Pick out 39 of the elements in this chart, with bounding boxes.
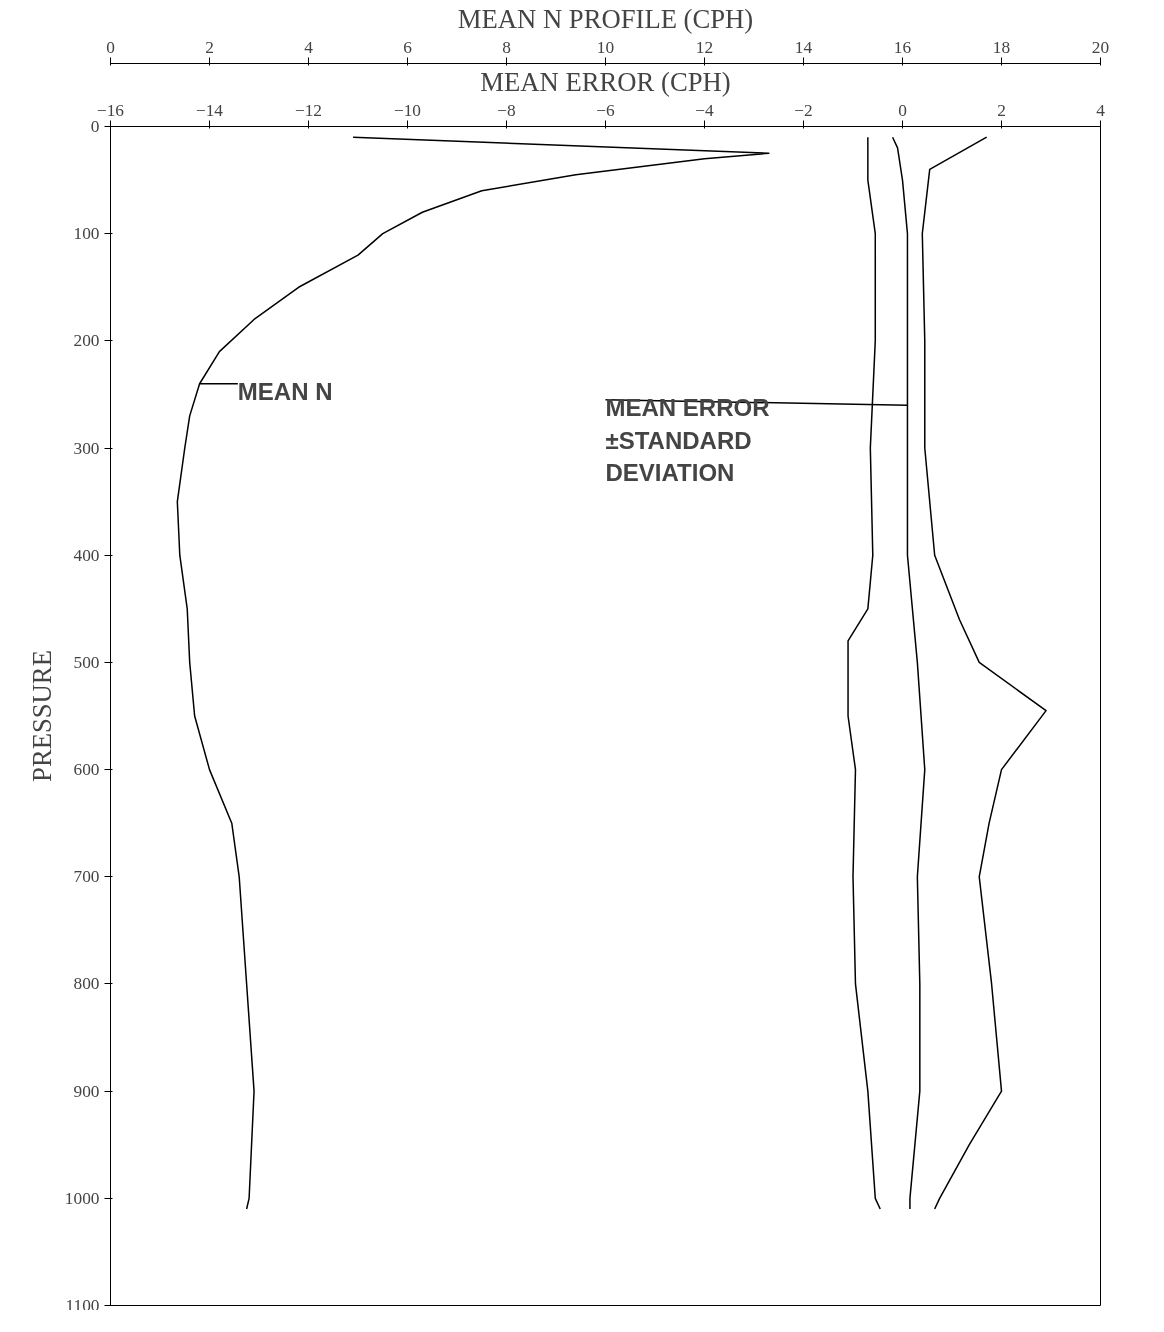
x-tick-label: −10 (393, 100, 422, 120)
x-tick-label: −6 (596, 100, 616, 120)
x-tick-label: −4 (695, 100, 715, 120)
x2-tick-label: 6 (403, 37, 413, 57)
y-tick-label: 700 (73, 867, 100, 887)
y-tick-label: 0 (90, 117, 100, 136)
y-tick-label: 1100 (65, 1295, 100, 1315)
x2-tick-label: 4 (304, 37, 314, 57)
y-tick-label: 800 (73, 974, 100, 994)
y-tick-label: 400 (73, 545, 100, 565)
y-tick-label: 500 (73, 652, 100, 672)
y-tick-label: 600 (73, 760, 100, 780)
x-axis-title: MEAN ERROR (CPH) (480, 66, 731, 97)
y-tick-label: 200 (73, 331, 100, 351)
x-tick-label: −16 (96, 100, 125, 120)
y-tick-label: 300 (73, 438, 100, 458)
x-tick-label: −2 (794, 100, 813, 120)
x2-tick-label: 12 (695, 37, 714, 57)
x2-tick-label: 20 (1091, 37, 1110, 57)
x2-axis-title: MEAN N PROFILE (CPH) (457, 3, 754, 34)
x2-tick-label: 0 (106, 37, 115, 57)
y-axis-title: PRESSURE (26, 650, 57, 782)
y-tick-label: 900 (73, 1081, 100, 1101)
x-tick-label: 4 (1096, 100, 1106, 120)
x2-tick-label: 8 (502, 37, 511, 57)
x-tick-label: −14 (195, 100, 224, 120)
x2-tick-label: 10 (596, 37, 615, 57)
y-tick-label: 100 (73, 224, 100, 244)
x2-tick-label: 18 (992, 37, 1011, 57)
x2-tick-label: 16 (893, 37, 912, 57)
x-tick-label: 0 (898, 100, 907, 120)
x-tick-label: 2 (997, 100, 1006, 120)
x-tick-label: −8 (497, 100, 516, 120)
x2-tick-label: 14 (794, 37, 813, 57)
y-tick-label: 1000 (64, 1188, 100, 1208)
x-tick-label: −12 (294, 100, 323, 120)
annotation: MEAN N (237, 378, 333, 406)
annotation: MEAN ERROR ±STANDARD DEVIATION (605, 394, 770, 487)
x2-tick-label: 2 (205, 37, 214, 57)
